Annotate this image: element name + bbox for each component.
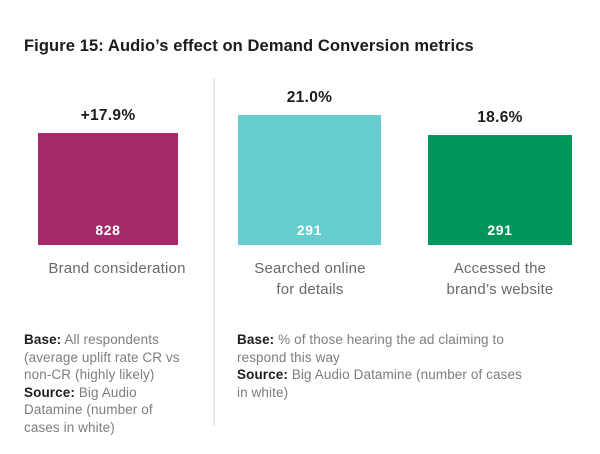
- footnote-line: respond this way: [237, 349, 340, 365]
- bar-group-searched-online: 21.0% 291: [238, 86, 381, 245]
- footnote-line: (average uplift rate CR vs: [24, 349, 180, 365]
- footnote-line: Source: Big Audio: [24, 384, 224, 402]
- footnote-text: % of those hearing the ad claiming to: [274, 332, 504, 347]
- footnote-line: in white): [237, 384, 289, 400]
- bar-category-label-searched-online: Searched online for details: [224, 258, 396, 300]
- footnote-base-label: Base:: [237, 332, 275, 347]
- category-line: Searched online: [254, 260, 366, 277]
- bar-group-accessed-website: 18.6% 291: [428, 86, 572, 245]
- bar-category-label-brand-consideration: Brand consideration: [24, 258, 210, 279]
- bar-accessed-website: 291: [428, 135, 572, 245]
- bar-value-label: 21.0%: [286, 89, 333, 106]
- figure-title: Figure 15: Audio’s effect on Demand Conv…: [24, 37, 474, 55]
- footnote-line: cases in white): [24, 419, 115, 435]
- footnote-left: Base: All respondents (average uplift ra…: [24, 331, 224, 436]
- bar-value-label: +17.9%: [80, 107, 136, 124]
- bar-value-label: 18.6%: [477, 109, 523, 126]
- footnote-line: Base: All respondents: [24, 331, 224, 349]
- footnote-line: Source: Big Audio Datamine (number of ca…: [237, 366, 582, 384]
- bar-count-label: 291: [487, 222, 513, 238]
- bar-count-label: 828: [95, 222, 121, 238]
- footnote-source-label: Source:: [237, 367, 288, 382]
- bar-brand-consideration: 828: [38, 133, 178, 245]
- bar-group-brand-consideration: +17.9% 828: [38, 86, 178, 245]
- footnote-line: Datamine (number of: [24, 402, 153, 417]
- footnote-right: Base: % of those hearing the ad claiming…: [237, 331, 582, 401]
- bar-searched-online: 291: [238, 115, 381, 245]
- footnote-base-label: Base:: [24, 332, 62, 347]
- category-line: Brand consideration: [48, 260, 186, 277]
- bar-count-label: 291: [296, 222, 323, 238]
- footnote-text: Big Audio Datamine (number of cases: [287, 367, 522, 382]
- category-line: brand’s website: [446, 281, 554, 298]
- panel-divider: [213, 78, 215, 426]
- footnote-line: Base: % of those hearing the ad claiming…: [237, 331, 582, 349]
- footnote-text: Big Audio: [74, 384, 137, 400]
- footnote-source-label: Source:: [24, 384, 75, 400]
- footnote-text: All respondents: [61, 332, 159, 347]
- category-line: for details: [276, 281, 344, 298]
- category-line: Accessed the: [453, 260, 547, 277]
- bar-category-label-accessed-website: Accessed the brand’s website: [414, 258, 586, 300]
- footnote-line: non-CR (highly likely): [24, 367, 155, 382]
